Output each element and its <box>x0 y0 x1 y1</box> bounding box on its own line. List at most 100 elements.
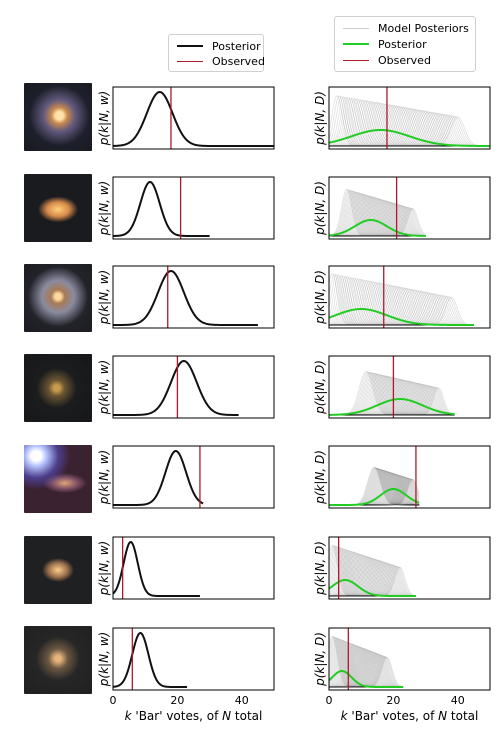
left-panel-1: p(k|N, w) <box>97 86 275 150</box>
right-axes-frame-4 <box>328 355 491 419</box>
model-posterior-line-3-52 <box>329 295 474 326</box>
left-panel-4: p(k|N, w) <box>97 355 275 419</box>
left-xtick-label-1: 0 <box>110 694 117 707</box>
right-ylabel-3: p(k|N, D) <box>313 270 327 325</box>
right-xlabel-middle: 'Bar' votes, of <box>348 709 439 723</box>
model-posterior-line-2-44 <box>329 204 426 237</box>
posterior-curve-3 <box>113 269 258 326</box>
green-posterior-curve-5 <box>329 487 420 506</box>
right-axes-frame-5 <box>328 445 491 509</box>
right-axes-frame-1 <box>328 86 491 150</box>
legend-posterior-label: Posterior <box>212 39 261 53</box>
model-posterior-line-1-50 <box>329 114 490 147</box>
posterior-curve-4 <box>113 359 239 416</box>
model-posterior-line-3-54 <box>329 296 474 326</box>
model-posterior-line-7-45 <box>329 653 404 688</box>
left-xlabel-k: k <box>125 709 133 723</box>
model-posterior-line-2-55 <box>329 208 426 237</box>
model-posterior-line-4-48 <box>329 385 455 416</box>
model-posterior-line-6-47 <box>329 563 416 597</box>
model-posterior-line-2-45 <box>329 204 426 237</box>
legend-green-posterior-entry: Posterior <box>343 37 427 51</box>
model-posterior-line-4-55 <box>329 387 455 416</box>
model-posterior-line-6-51 <box>329 565 416 597</box>
green-posterior-curve-3 <box>328 308 474 326</box>
left-panel-3: p(k|N, w) <box>97 265 275 329</box>
model-posterior-line-3-55 <box>329 296 474 326</box>
legend-observed-entry: Observed <box>177 54 265 68</box>
galaxy-thumbnail-2 <box>24 174 92 242</box>
legend-right-observed-line <box>343 59 369 61</box>
model-posterior-line-4-7 <box>329 372 455 416</box>
model-posterior-line-4-40 <box>329 382 455 416</box>
model-posterior-line-4-45 <box>329 384 455 416</box>
left-xtick-label-2: 20 <box>170 694 184 707</box>
model-posterior-line-3-51 <box>329 294 474 326</box>
model-posterior-line-1-55 <box>329 116 490 147</box>
model-posterior-line-4-38 <box>329 382 455 416</box>
left-legend: Posterior Observed <box>168 34 265 72</box>
model-posterior-line-7-46 <box>329 653 404 688</box>
green-posterior-curve-4 <box>328 398 455 416</box>
right-panel-7: p(k|N, D) 0 20 40 k 'Bar' votes, of N total <box>313 627 491 723</box>
model-posterior-line-2-46 <box>329 205 426 237</box>
galaxy-thumbnail-5 <box>24 445 92 513</box>
model-posterior-line-4-51 <box>329 386 455 416</box>
model-posterior-line-4-35 <box>329 381 455 416</box>
legend-right-observed-entry: Observed <box>343 53 431 67</box>
green-posterior-curve-7 <box>328 669 404 688</box>
left-panel-5: p(k|N, w) <box>97 445 275 509</box>
right-ylabel-4: p(k|N, D) <box>313 360 327 415</box>
model-posterior-line-4-11 <box>329 374 455 416</box>
right-panel-6: p(k|N, D) <box>313 536 491 600</box>
model-posterior-line-6-48 <box>329 564 416 597</box>
model-posterior-line-4-47 <box>329 385 455 416</box>
right-ylabel-6: p(k|N, D) <box>313 541 327 596</box>
left-ylabel-7: p(k|N, w) <box>97 632 111 687</box>
right-xtick-label-3: 40 <box>451 694 465 707</box>
left-axes-frame-4 <box>112 355 275 419</box>
model-posterior-line-4-30 <box>329 379 455 416</box>
right-legend: Model Posteriors Posterior Observed <box>334 16 476 72</box>
galaxy-thumbnail-4 <box>24 354 92 422</box>
right-axes-frame-2 <box>328 176 491 240</box>
left-ylabel-1: p(k|N, w) <box>97 91 111 146</box>
right-xlabel-k: k <box>341 709 349 723</box>
legend-posterior-entry: Posterior <box>177 39 261 53</box>
left-ylabel-2: p(k|N, w) <box>97 181 111 236</box>
model-posterior-line-4-32 <box>329 380 455 416</box>
model-posterior-line-2-54 <box>329 208 426 237</box>
legend-posterior-line <box>177 45 203 47</box>
model-posterior-line-2-50 <box>329 206 426 237</box>
galaxy-thumbnail-3 <box>24 264 92 332</box>
model-posterior-line-6-53 <box>329 566 416 597</box>
model-posterior-line-4-10 <box>329 373 455 416</box>
model-posterior-line-4-39 <box>329 382 455 416</box>
model-posterior-line-2-43 <box>329 204 426 237</box>
galaxy-thumbnail-1 <box>24 83 92 151</box>
model-posterior-line-4-53 <box>329 386 455 416</box>
model-posterior-line-4-6 <box>329 372 455 416</box>
right-xlabel-end: total <box>447 709 478 723</box>
posterior-curve-7 <box>112 631 188 688</box>
left-xlabel-middle: 'Bar' votes, of <box>132 709 223 723</box>
right-panel-5: p(k|N, D) <box>313 445 491 509</box>
green-posterior-curve-1 <box>328 128 490 147</box>
right-ylabel-7: p(k|N, D) <box>313 632 327 687</box>
model-posterior-line-4-46 <box>329 384 455 416</box>
model-posterior-line-4-8 <box>329 373 455 416</box>
model-posterior-line-4-25 <box>329 378 455 416</box>
model-posterior-line-4-18 <box>329 376 455 416</box>
legend-right-observed-label: Observed <box>378 53 431 67</box>
model-posterior-line-4-43 <box>329 383 455 416</box>
galaxy-thumbnail-7 <box>24 626 92 694</box>
legend-green-posterior-line <box>343 43 369 45</box>
legend-green-posterior-label: Posterior <box>378 37 427 51</box>
left-panel-6: p(k|N, w) <box>97 536 275 600</box>
legend-observed-line <box>177 60 203 62</box>
model-posterior-line-4-29 <box>329 379 455 416</box>
model-posterior-line-4-20 <box>329 376 455 416</box>
model-posterior-line-4-54 <box>329 387 455 416</box>
model-posterior-line-3-53 <box>329 295 474 326</box>
